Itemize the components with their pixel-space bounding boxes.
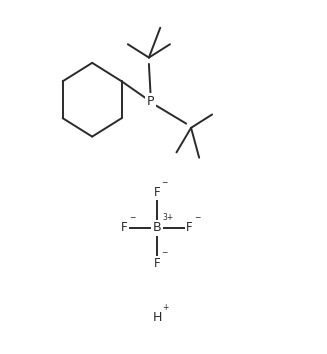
Text: +: + (162, 303, 169, 312)
Text: F: F (154, 186, 160, 199)
Text: B: B (153, 222, 161, 234)
Text: −: − (161, 178, 168, 187)
Text: F: F (186, 222, 193, 234)
Text: 3+: 3+ (162, 213, 173, 222)
Text: H: H (152, 311, 162, 324)
Text: −: − (194, 213, 200, 222)
Text: −: − (129, 213, 135, 222)
Text: F: F (154, 257, 160, 269)
Text: P: P (147, 95, 154, 108)
Text: F: F (121, 222, 128, 234)
Text: −: − (161, 249, 168, 257)
